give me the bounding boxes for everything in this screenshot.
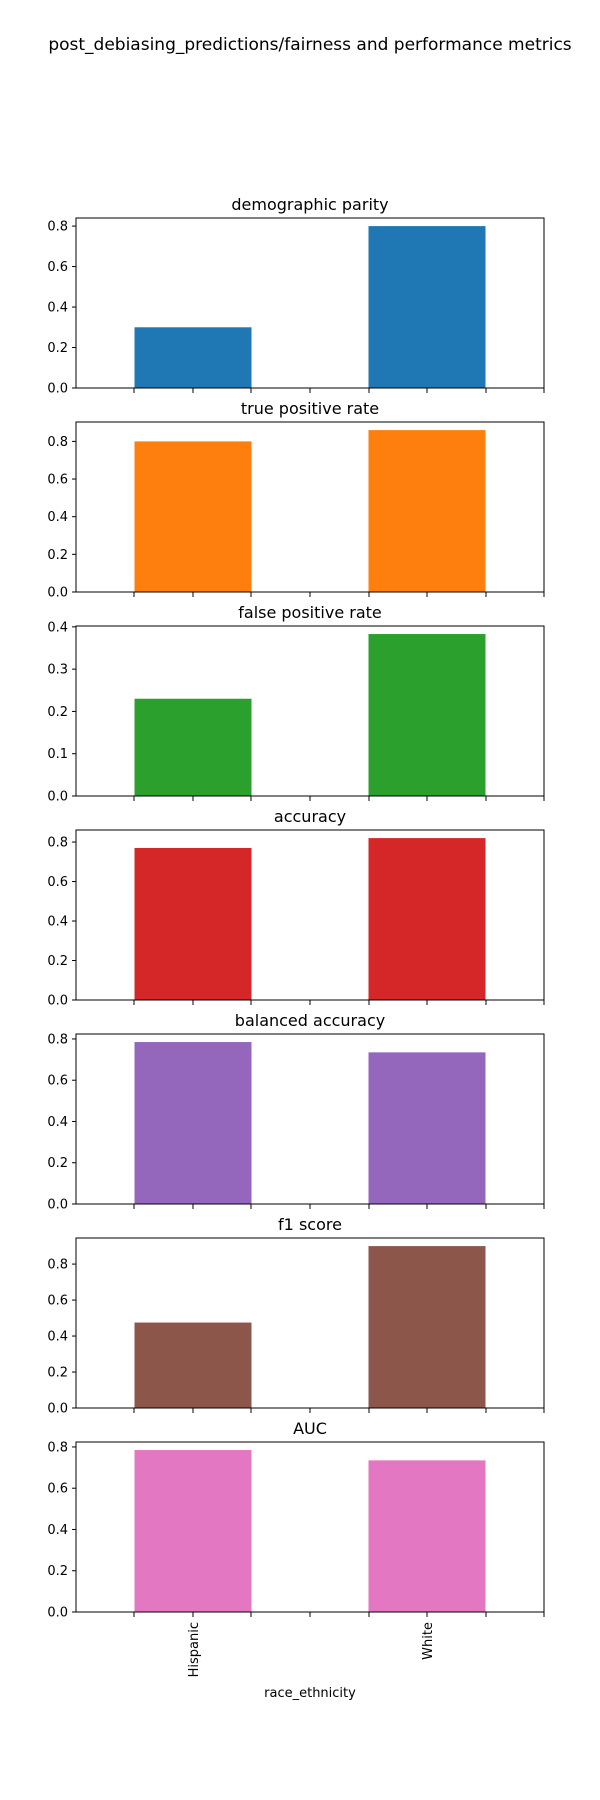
bar-hispanic	[134, 327, 252, 388]
bar-hispanic	[134, 1042, 252, 1204]
y-tick-label: 0.4	[47, 1523, 68, 1538]
bar-white	[368, 634, 486, 796]
y-tick-label: 0.2	[47, 954, 68, 969]
x-tick-label: Hispanic	[187, 1622, 202, 1677]
y-tick-label: 0.8	[47, 836, 68, 851]
y-tick-label: 0.0	[47, 586, 68, 601]
bar-hispanic	[134, 1450, 252, 1612]
y-tick-label: 0.0	[47, 1606, 68, 1621]
y-tick-label: 0.2	[47, 1564, 68, 1579]
y-tick-label: 0.4	[47, 915, 68, 930]
y-tick-label: 0.0	[47, 382, 68, 397]
x-axis-label: race_ethnicity	[264, 1686, 356, 1701]
subplot-4: accuracy 0.0 0.2 0.4 0.6 0.8	[47, 807, 545, 1009]
figure-title: post_debiasing_predictions/fairness and …	[48, 35, 571, 55]
y-tick-label: 0.2	[47, 1156, 68, 1171]
subplot-7: AUC 0.0 0.2 0.4 0.6 0.8 Hispanic White race_ethn…	[47, 1419, 545, 1701]
y-tick-label: 0.2	[47, 1366, 68, 1381]
bar-hispanic	[134, 1322, 252, 1408]
y-tick-label: 0.2	[47, 705, 68, 720]
bar-hispanic	[134, 698, 252, 796]
y-tick-label: 0.1	[47, 747, 68, 762]
y-tick-label: 0.8	[47, 1032, 68, 1047]
y-tick-label: 0.8	[47, 1258, 68, 1273]
y-tick-label: 0.4	[47, 301, 68, 316]
y-tick-label: 0.0	[47, 1198, 68, 1213]
y-tick-label: 0.8	[47, 220, 68, 235]
y-tick-label: 0.6	[47, 260, 68, 275]
y-tick-label: 0.4	[47, 1330, 68, 1345]
bar-hispanic	[134, 441, 252, 592]
subplot-title: accuracy	[274, 807, 346, 826]
y-tick-label: 0.0	[47, 1402, 68, 1417]
y-tick-label: 0.2	[47, 341, 68, 356]
y-tick-label: 0.4	[47, 620, 68, 635]
y-tick-label: 0.0	[47, 994, 68, 1009]
y-tick-label: 0.6	[47, 473, 68, 488]
bar-white	[368, 1246, 486, 1408]
y-tick-label: 0.6	[47, 875, 68, 890]
subplot-title: demographic parity	[231, 195, 388, 214]
subplot-2: true positive rate 0.0 0.2 0.4 0.6 0.8	[47, 399, 545, 601]
subplot-6: f1 score 0.0 0.2 0.4 0.6 0.8	[47, 1215, 545, 1417]
bar-white	[368, 838, 486, 1000]
y-tick-label: 0.0	[47, 790, 68, 805]
bar-white	[368, 226, 486, 388]
subplot-title: false positive rate	[238, 603, 382, 622]
bar-hispanic	[134, 847, 252, 1000]
y-tick-label: 0.2	[47, 548, 68, 563]
y-tick-label: 0.8	[47, 435, 68, 450]
bar-white	[368, 430, 486, 592]
subplot-title: AUC	[293, 1419, 327, 1438]
x-tick-label: White	[421, 1622, 436, 1660]
subplot-5: balanced accuracy 0.0 0.2 0.4 0.6 0.8	[47, 1011, 545, 1213]
y-tick-label: 0.4	[47, 510, 68, 525]
subplot-title: true positive rate	[241, 399, 379, 418]
bar-white	[368, 1052, 486, 1204]
y-tick-label: 0.3	[47, 663, 68, 678]
subplot-3: false positive rate 0.0 0.1 0.2 0.3 0.4	[47, 603, 545, 805]
y-tick-label: 0.4	[47, 1115, 68, 1130]
subplot-title: f1 score	[278, 1215, 342, 1234]
y-tick-label: 0.6	[47, 1482, 68, 1497]
y-tick-label: 0.8	[47, 1440, 68, 1455]
y-tick-label: 0.6	[47, 1074, 68, 1089]
subplot-title: balanced accuracy	[235, 1011, 385, 1030]
subplot-1: demographic parity 0.0 0.2 0.4 0.6 0.8	[47, 195, 545, 397]
y-tick-label: 0.6	[47, 1294, 68, 1309]
bar-white	[368, 1460, 486, 1612]
